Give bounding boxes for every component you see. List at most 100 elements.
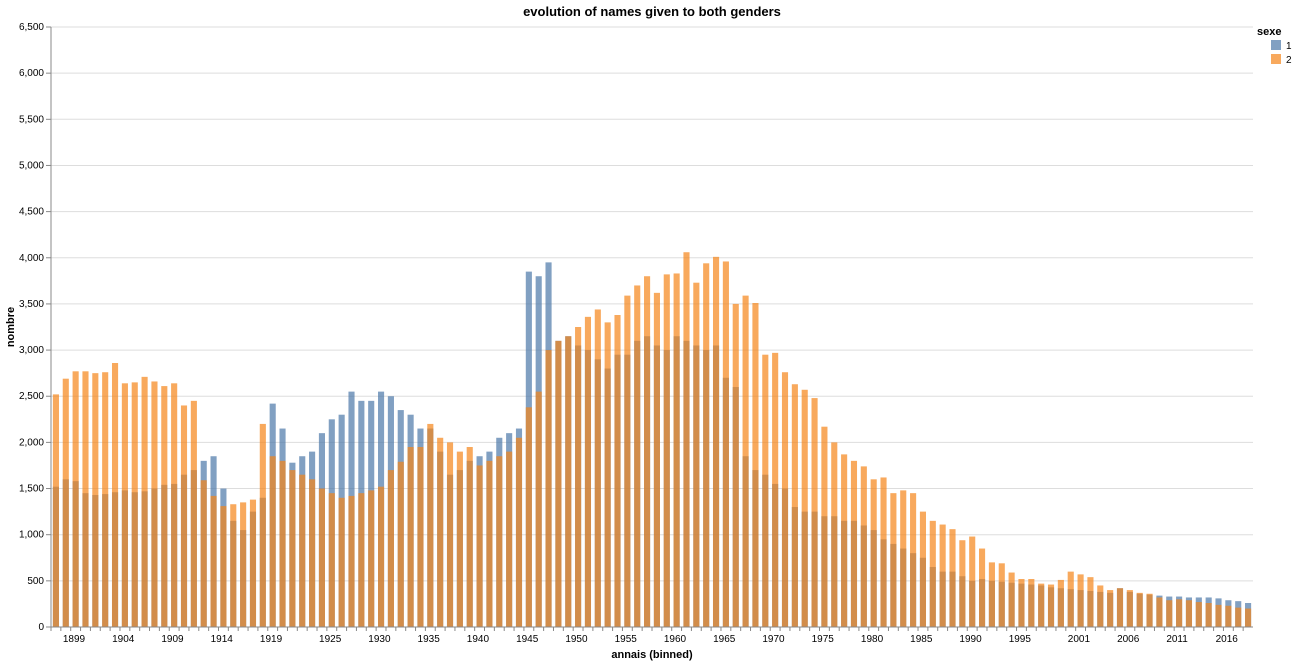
- bar-sexe-2: [1156, 597, 1163, 627]
- legend-title: sexe: [1257, 26, 1281, 38]
- legend-label-1: 1: [1286, 41, 1292, 52]
- x-tick-label: 1925: [319, 634, 342, 645]
- bar-sexe-2: [1176, 599, 1183, 627]
- bar-sexe-2: [249, 499, 257, 627]
- bar-sexe-2: [979, 548, 986, 627]
- bar-sexe-2: [269, 456, 276, 627]
- bar-sexe-2: [890, 493, 897, 627]
- bar-sexe-2: [259, 423, 266, 627]
- y-tick-label: 5,000: [19, 160, 44, 171]
- bar-sexe-2: [486, 460, 493, 627]
- y-tick-label: 1,500: [19, 484, 44, 495]
- grid: [51, 26, 1253, 628]
- x-tick-label: 1945: [516, 634, 539, 645]
- x-tick-label: 1965: [713, 634, 736, 645]
- bar-sexe-2: [752, 303, 759, 627]
- bar-sexe-2: [624, 295, 631, 627]
- bar-sexe-2: [506, 451, 513, 627]
- bar-sexe-2: [1126, 590, 1133, 627]
- bar-sexe-2: [801, 389, 808, 627]
- bar-sexe-2: [1047, 584, 1055, 627]
- bar-sexe-2: [762, 354, 769, 627]
- bar-sexe-2: [535, 391, 542, 627]
- bar-sexe-2: [919, 511, 926, 627]
- x-tick-label: 1970: [762, 634, 785, 645]
- bar-sexe-2: [72, 371, 79, 627]
- bar-sexe-2: [545, 350, 552, 627]
- bar-sexe-2: [161, 386, 168, 627]
- x-tick-label: 1990: [959, 634, 982, 645]
- bar-sexe-2: [910, 493, 917, 627]
- bar-sexe-2: [821, 426, 828, 627]
- bar-sexe-2: [407, 447, 414, 627]
- y-tick-label: 1,000: [19, 530, 44, 541]
- bar-sexe-2: [358, 493, 365, 627]
- bar-sexe-2: [949, 529, 956, 627]
- bar-sexe-2: [102, 372, 109, 627]
- x-tick-label: 1995: [1009, 634, 1032, 645]
- bar-sexe-2: [220, 506, 227, 627]
- bar-sexe-2: [456, 451, 463, 627]
- bar-sexe-2: [870, 479, 877, 627]
- bar-sexe-2: [811, 398, 818, 627]
- bar-sexe-2: [663, 274, 670, 627]
- bar-sexe-2: [240, 502, 247, 627]
- bar-sexe-2: [594, 309, 601, 627]
- bar-sexe-2: [378, 486, 385, 627]
- bar-sexe-2: [653, 292, 660, 627]
- bar-sexe-2: [880, 477, 887, 627]
- legend-label-2: 2: [1286, 55, 1292, 66]
- bar-sexe-2: [131, 382, 138, 627]
- x-tick-label: 1940: [467, 634, 490, 645]
- y-axis-title: nombre: [5, 307, 17, 347]
- bar-sexe-2: [1067, 571, 1074, 627]
- bar-sexe-2: [1057, 579, 1064, 627]
- y-tick-label: 3,000: [19, 345, 44, 356]
- bar-sexe-2: [850, 460, 858, 627]
- y-tick-label: 500: [27, 576, 44, 587]
- bar-sexe-2: [1136, 592, 1143, 627]
- legend-swatch-2: [1271, 54, 1281, 64]
- bar-sexe-2: [860, 466, 867, 627]
- x-tick-label: 1955: [615, 634, 638, 645]
- bar-sexe-2: [1038, 583, 1045, 627]
- bar-sexe-2: [466, 447, 473, 627]
- bar-sexe-2: [614, 315, 621, 627]
- y-tick-label: 4,500: [19, 207, 44, 218]
- x-tick-label: 2001: [1068, 634, 1091, 645]
- bar-sexe-2: [1195, 602, 1202, 627]
- y-tick-label: 2,000: [19, 437, 44, 448]
- bar-sexe-2: [703, 263, 710, 627]
- bar-sexe-2: [318, 488, 325, 627]
- bar-sexe-2: [171, 383, 178, 627]
- bar-sexe-2: [929, 520, 936, 627]
- bar-sexe-2: [634, 285, 641, 627]
- x-tick-label: 2016: [1216, 634, 1239, 645]
- x-axis: 1899 1904 1909 1914 1919 1925 1930 1935 1940 1945…: [50, 626, 1253, 645]
- bar-sexe-2: [417, 447, 424, 627]
- bar-sexe-2: [791, 384, 798, 627]
- bar-sexe-2: [565, 336, 572, 627]
- bar-sexe-2: [1245, 608, 1252, 627]
- bar-sexe-2: [427, 423, 434, 627]
- bar-sexe-2: [1087, 577, 1094, 627]
- x-tick-label: 1985: [910, 634, 933, 645]
- bar-sexe-2: [781, 372, 789, 627]
- bar-sexe-2: [446, 442, 454, 627]
- x-tick-label: 1919: [260, 634, 283, 645]
- x-tick-label: 1904: [112, 634, 135, 645]
- bar-sexe-2: [230, 504, 237, 627]
- x-tick-label: 1960: [664, 634, 687, 645]
- bar-sexe-2: [900, 490, 907, 627]
- bar-sexe-2: [151, 381, 158, 627]
- bar-sexe-2: [1116, 588, 1124, 627]
- bar-sexe-2: [1028, 579, 1035, 627]
- bars: [52, 252, 1252, 628]
- bar-sexe-2: [1205, 603, 1212, 627]
- bar-sexe-2: [998, 563, 1005, 627]
- bar-sexe-2: [1185, 600, 1193, 627]
- bar-sexe-2: [52, 394, 59, 627]
- x-tick-label: 1914: [211, 634, 234, 645]
- x-tick-label: 2011: [1166, 634, 1188, 645]
